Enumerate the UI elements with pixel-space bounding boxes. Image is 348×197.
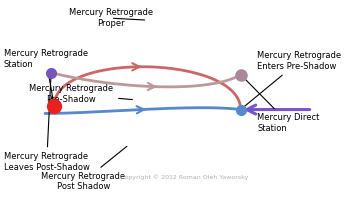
Text: Copyright © 2012 Roman Oleh Yaworsky: Copyright © 2012 Roman Oleh Yaworsky [120,174,248,179]
Text: Mercury Retrograde
Station: Mercury Retrograde Station [4,49,88,103]
Text: Mercury Retrograde
Enters Pre-Shadow: Mercury Retrograde Enters Pre-Shadow [243,51,341,108]
Text: Mercury Retrograde
Leaves Post-Shadow: Mercury Retrograde Leaves Post-Shadow [4,75,90,172]
Text: Mercury Retrograde
Post Shadow: Mercury Retrograde Post Shadow [41,146,127,191]
Text: Mercury Retrograde
Proper: Mercury Retrograde Proper [69,8,153,28]
Text: Mercury Retrograde
Pre-Shadow: Mercury Retrograde Pre-Shadow [29,84,132,104]
Text: Mercury Direct
Station: Mercury Direct Station [243,77,320,133]
